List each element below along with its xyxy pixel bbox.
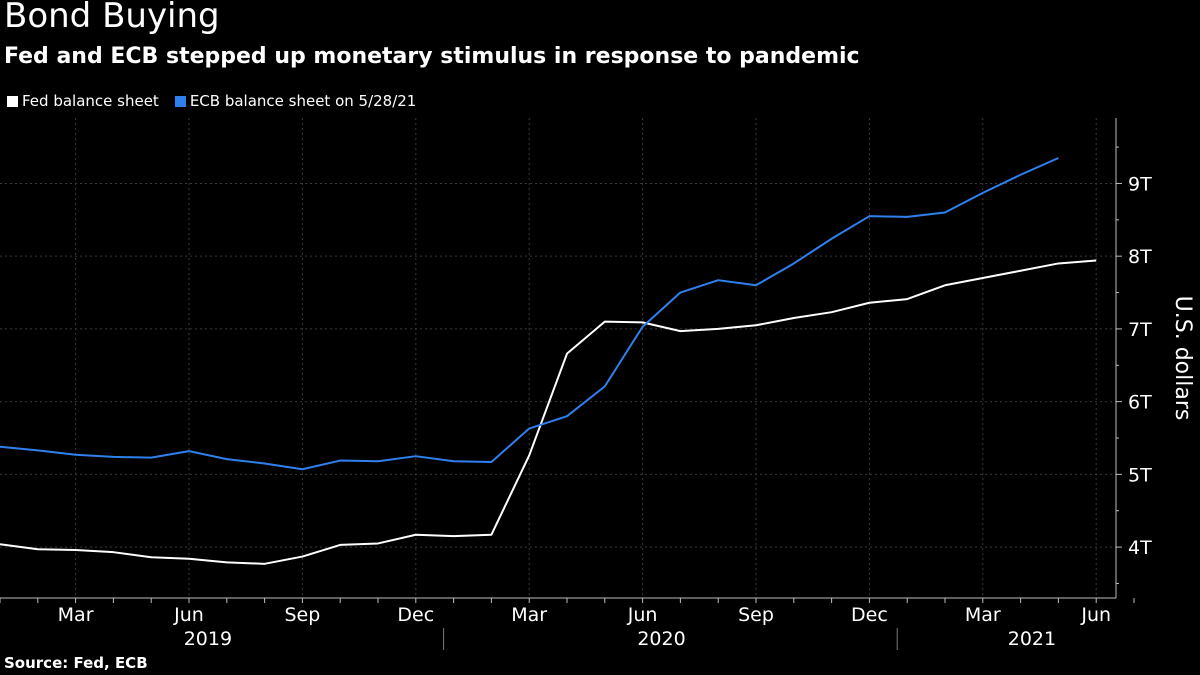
source-note: Source: Fed, ECB xyxy=(4,654,148,672)
legend-swatch-fed xyxy=(7,95,18,107)
x-year-label: 2019 xyxy=(184,628,232,650)
y-tick-label: 8T xyxy=(1128,246,1152,268)
y-tick-label: 6T xyxy=(1128,392,1152,414)
x-tick-label: Mar xyxy=(511,604,547,626)
chart-title: Bond Buying xyxy=(4,0,220,36)
y-tick-label: 4T xyxy=(1128,537,1152,559)
fed-balance-line xyxy=(0,259,1097,565)
y-tick-label: 5T xyxy=(1128,464,1152,486)
legend-item-ecb: ECB balance sheet on 5/28/21 xyxy=(174,92,417,110)
y-tick-label: 7T xyxy=(1128,319,1152,341)
x-tick-label: Dec xyxy=(851,604,888,626)
x-year-label: 2021 xyxy=(1008,628,1056,650)
x-tick-label: Dec xyxy=(397,604,434,626)
legend: Fed balance sheet ECB balance sheet on 5… xyxy=(7,92,416,110)
chart-subtitle: Fed and ECB stepped up monetary stimulus… xyxy=(4,44,860,69)
legend-label-ecb: ECB balance sheet on 5/28/21 xyxy=(189,92,417,110)
x-tick-label: Mar xyxy=(965,604,1001,626)
x-tick-label: Mar xyxy=(58,604,94,626)
y-axis-label: U.S. dollars xyxy=(1170,296,1195,421)
x-tick-label: Jun xyxy=(173,604,204,626)
x-tick-label: Jun xyxy=(627,604,658,626)
x-year-label: 2020 xyxy=(637,628,685,650)
legend-swatch-ecb xyxy=(174,95,186,107)
x-tick-label: Sep xyxy=(738,604,774,626)
legend-label-fed: Fed balance sheet xyxy=(22,92,159,110)
x-tick-label: Sep xyxy=(284,604,320,626)
ecb-balance-line xyxy=(0,157,1059,471)
legend-item-fed: Fed balance sheet xyxy=(7,92,159,110)
x-tick-label: Jun xyxy=(1080,604,1111,626)
y-tick-label: 9T xyxy=(1128,173,1152,195)
